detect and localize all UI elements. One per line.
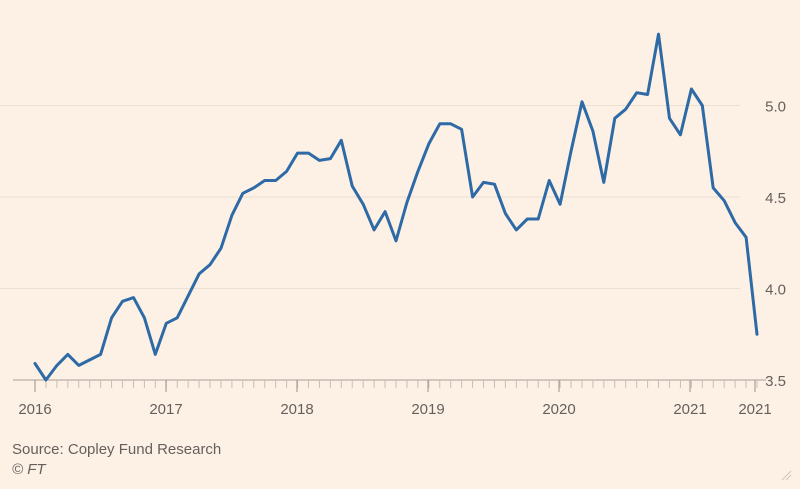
- y-tick-label: 3.5: [765, 373, 786, 390]
- copyright-note: © FT: [12, 461, 46, 478]
- x-tick-label: 2017: [149, 401, 182, 418]
- x-axis: 2016 2017 2018 2019 2020 2021 2021: [13, 379, 772, 418]
- x-tick-label: 2019: [411, 401, 444, 418]
- y-tick-label: 4.5: [765, 190, 786, 207]
- x-tick-label: 2016: [18, 401, 51, 418]
- y-axis: 3.5 4.0 4.5 5.0: [765, 99, 786, 391]
- gridlines: [0, 105, 740, 289]
- resize-grip-icon[interactable]: [780, 469, 792, 481]
- x-tick-label: 2020: [542, 401, 575, 418]
- x-tick-label: 2021: [738, 401, 771, 418]
- y-tick-label: 4.0: [765, 282, 786, 299]
- x-tick-label: 2018: [280, 401, 313, 418]
- y-tick-label: 5.0: [765, 99, 786, 116]
- series-line: [33, 32, 759, 382]
- x-tick-label: 2021: [673, 401, 706, 418]
- series-group: [33, 32, 759, 382]
- source-note: Source: Copley Fund Research: [12, 441, 222, 458]
